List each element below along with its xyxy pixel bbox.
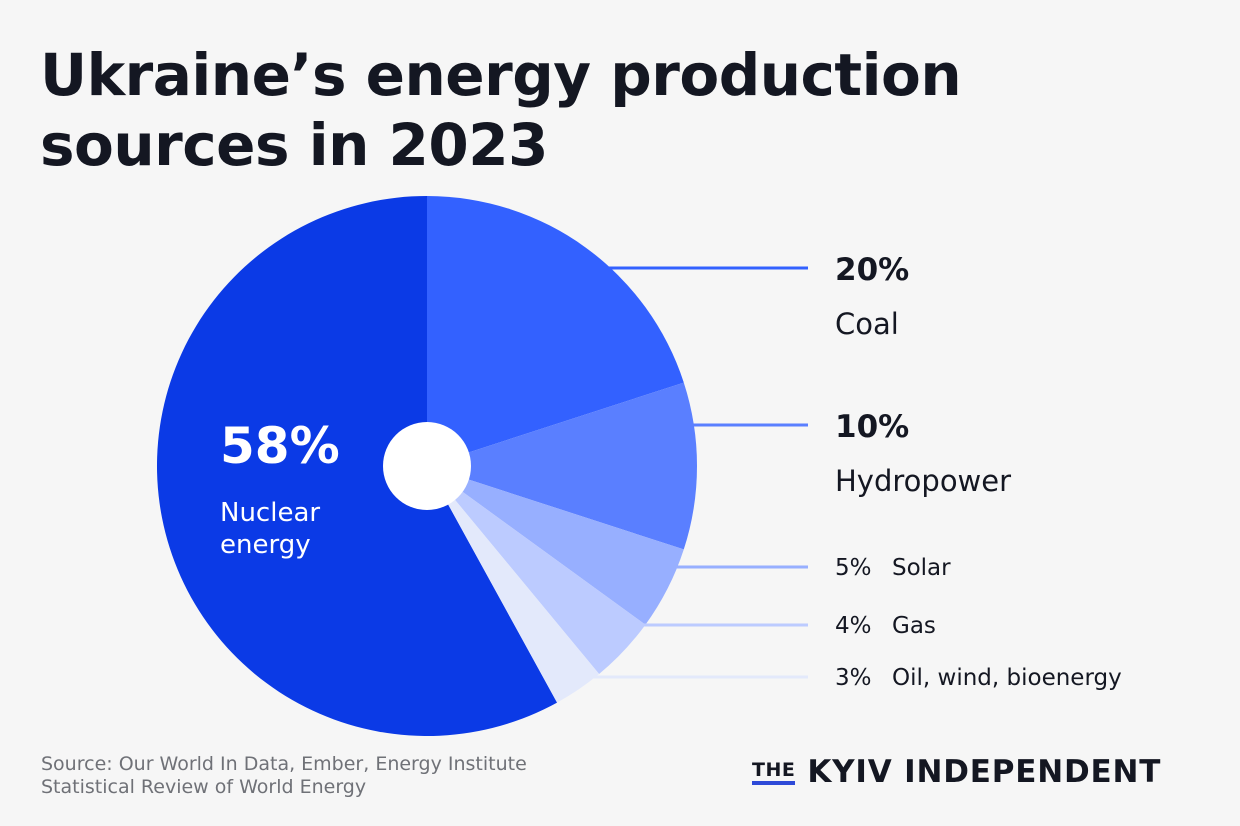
pie-slice-nuclear-energy (156, 195, 558, 736)
slice-label-pct-gas: 4% (835, 613, 872, 639)
leader-lines (577, 266, 808, 679)
chart-title-line-1: Ukraine’s energy production (40, 41, 962, 109)
source-line-1: Source: Our World In Data, Ember, Energy… (41, 753, 527, 775)
slice-label-name-gas: Gas (892, 613, 936, 639)
chart-title-line-2: sources in 2023 (40, 111, 549, 179)
chart-title: Ukraine’s energy production sources in 2… (40, 40, 1040, 180)
slice-label-pct-hydropower: 10% (835, 409, 909, 445)
brand-the: THE (752, 760, 796, 785)
slice-label-name-hydropower: Hydropower (835, 464, 1011, 498)
brand-logo: THE KYIV INDEPENDENT (752, 752, 1161, 792)
pie-slice-solar (427, 466, 684, 625)
slice-label-name-nuclear-energy-line-2: energy (220, 530, 311, 560)
slice-label-pct-solar: 5% (835, 555, 872, 581)
slice-label-name-nuclear-energy-line-1: Nuclear (220, 498, 320, 528)
pie-slice-coal (427, 196, 684, 466)
slice-label-pct-nuclear-energy: 58% (220, 417, 340, 475)
slice-label-name-solar: Solar (892, 555, 951, 581)
source-note: Source: Our World In Data, Ember, Energy… (41, 753, 527, 799)
slice-label-name-oil-wind-bioenergy: Oil, wind, bioenergy (892, 665, 1122, 691)
pie-slice-gas (427, 466, 646, 675)
pie-center-hole (383, 422, 471, 510)
slice-label-pct-oil-wind-bioenergy: 3% (835, 665, 872, 691)
source-line-2: Statistical Review of World Energy (41, 776, 367, 798)
pie-slices (156, 195, 698, 736)
pie-slice-oil-wind-bioenergy (427, 466, 600, 703)
brand-name: KYIV INDEPENDENT (807, 754, 1162, 790)
slice-label-pct-coal: 20% (835, 252, 909, 288)
pie-slice-hydropower (427, 382, 698, 550)
slice-label-name-coal: Coal (835, 307, 899, 341)
